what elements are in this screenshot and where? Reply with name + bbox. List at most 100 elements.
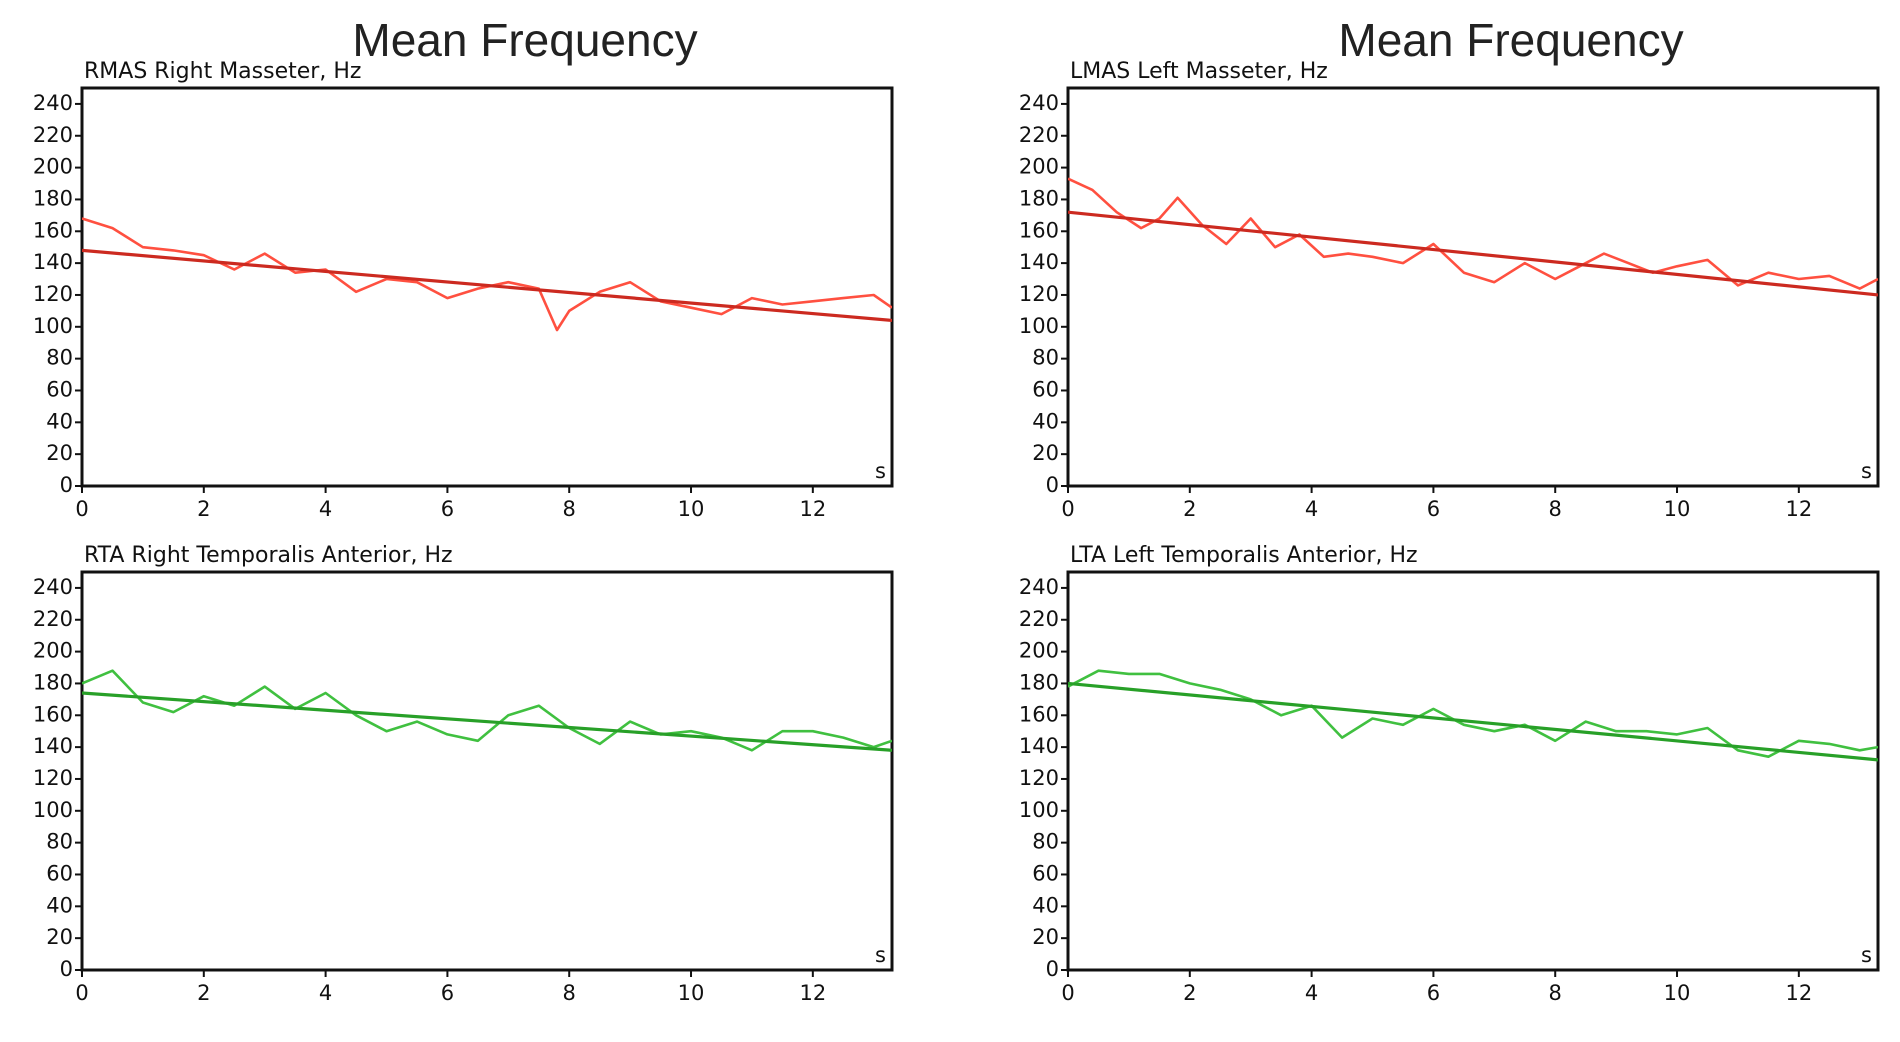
chart-3-y-tick-label: 0: [1046, 957, 1059, 981]
chart-2-trend-line: [82, 691, 892, 752]
chart-1-y-tick-label: 240: [1019, 91, 1059, 115]
chart-0-y-tick-label: 180: [33, 186, 73, 210]
chart-0-trend-line: [82, 248, 892, 323]
chart-3-y-tick-label: 160: [1019, 702, 1059, 726]
chart-2-y-tick-label: 40: [46, 893, 73, 917]
chart-3-y-tick-label: 100: [1019, 798, 1059, 822]
chart-0-y-tick-label: 20: [46, 441, 73, 465]
chart-3-y-tick-label: 20: [1032, 925, 1059, 949]
chart-0-x-tick-label: 0: [75, 497, 88, 521]
chart-3-x-tick-label: 12: [1785, 981, 1812, 1005]
chart-0-x-tick-label: 4: [319, 497, 332, 521]
chart-1-plot-area: [1066, 86, 1880, 488]
chart-3-plot-area: [1066, 570, 1880, 972]
chart-1-x-tick-label: 4: [1305, 497, 1318, 521]
chart-3-y-tick-label: 220: [1019, 607, 1059, 631]
chart-3-x-tick-label: 10: [1664, 981, 1691, 1005]
chart-2-y-tick-label: 0: [60, 957, 73, 981]
chart-3-y-tick-label: 240: [1019, 575, 1059, 599]
chart-2-y-tick-label: 20: [46, 925, 73, 949]
chart-1-x-tick-label: 2: [1183, 497, 1196, 521]
chart-1-x-tick-label: 12: [1785, 497, 1812, 521]
panel-left-masseter: Mean Frequency LMAS Left Masseter, Hz 0 20 4…: [1019, 14, 1880, 521]
chart-0-y-tick-label: 160: [33, 218, 73, 242]
chart-2-y-tick-label: 220: [33, 607, 73, 631]
chart-3-y-tick-label: 40: [1032, 893, 1059, 917]
chart-1-y-tick-label: 0: [1046, 473, 1059, 497]
chart-2-x-tick-label: 6: [441, 981, 454, 1005]
chart-0-y-tick-label: 240: [33, 91, 73, 115]
chart-1-x-unit: s: [1861, 459, 1872, 483]
chart-3-y-tick-label: 80: [1032, 830, 1059, 854]
chart-2-x-tick-label: 2: [197, 981, 210, 1005]
chart-3-x-tick-label: 0: [1061, 981, 1074, 1005]
chart-2-x-unit: s: [875, 943, 886, 967]
chart-0-y-tick-label: 60: [46, 377, 73, 401]
chart-1-y-tick-label: 60: [1032, 377, 1059, 401]
chart-1-y-tick-label: 200: [1019, 155, 1059, 179]
chart-2-y-tick-label: 80: [46, 830, 73, 854]
chart-0-series-line: [82, 217, 892, 332]
chart-1-trend-line: [1068, 210, 1878, 297]
chart-3-y-tick-label: 140: [1019, 734, 1059, 758]
panel-right-temporalis-anterior: RTA Right Temporalis Anterior, Hz0204060…: [33, 543, 894, 1005]
chart-1-column-title: Mean Frequency: [1338, 14, 1683, 66]
chart-2-y-tick-label: 120: [33, 766, 73, 790]
chart-1-y-tick-label: 180: [1019, 186, 1059, 210]
chart-0-x-unit: s: [875, 459, 886, 483]
chart-0-x-tick-label: 2: [197, 497, 210, 521]
chart-2-y-tick-label: 160: [33, 702, 73, 726]
chart-2-x-tick-label: 10: [678, 981, 705, 1005]
chart-1-x-tick-label: 6: [1427, 497, 1440, 521]
chart-2-y-tick-label: 200: [33, 639, 73, 663]
chart-0-column-title: Mean Frequency: [352, 14, 697, 66]
chart-3-y-tick-label: 200: [1019, 639, 1059, 663]
chart-0-x-tick-label: 8: [563, 497, 576, 521]
chart-0-y-tick-label: 220: [33, 123, 73, 147]
chart-2-y-tick-label: 240: [33, 575, 73, 599]
chart-1-y-tick-label: 120: [1019, 282, 1059, 306]
panel-left-temporalis-anterior: LTA Left Temporalis Anterior, Hz02040608…: [1019, 543, 1880, 1005]
chart-3-x-tick-label: 2: [1183, 981, 1196, 1005]
chart-2-x-tick-label: 12: [799, 981, 826, 1005]
chart-2-plot-area: [80, 570, 894, 972]
chart-1-y-tick-label: 20: [1032, 441, 1059, 465]
chart-0-y-tick-label: 120: [33, 282, 73, 306]
chart-1-x-tick-label: 10: [1664, 497, 1691, 521]
chart-0-y-tick-label: 40: [46, 409, 73, 433]
chart-1-x-tick-label: 8: [1549, 497, 1562, 521]
chart-3-x-tick-label: 4: [1305, 981, 1318, 1005]
chart-3-y-tick-label: 120: [1019, 766, 1059, 790]
chart-3-trend-line: [1068, 681, 1878, 762]
chart-1-y-tick-label: 160: [1019, 218, 1059, 242]
chart-2-y-tick-label: 140: [33, 734, 73, 758]
chart-3-x-tick-label: 6: [1427, 981, 1440, 1005]
chart-0-y-tick-label: 0: [60, 473, 73, 497]
chart-2-title: RTA Right Temporalis Anterior, Hz: [84, 543, 453, 568]
chart-0-y-tick-label: 140: [33, 250, 73, 274]
chart-1-y-tick-label: 100: [1019, 314, 1059, 338]
chart-1-y-tick-label: 220: [1019, 123, 1059, 147]
chart-3-y-tick-label: 180: [1019, 670, 1059, 694]
chart-3-series-line: [1068, 669, 1878, 759]
chart-1-y-tick-label: 140: [1019, 250, 1059, 274]
chart-0-y-tick-label: 100: [33, 314, 73, 338]
chart-2-y-tick-label: 60: [46, 861, 73, 885]
chart-2-x-tick-label: 0: [75, 981, 88, 1005]
chart-3-title: LTA Left Temporalis Anterior, Hz: [1070, 543, 1418, 568]
chart-1-y-tick-label: 80: [1032, 346, 1059, 370]
chart-3-x-tick-label: 8: [1549, 981, 1562, 1005]
chart-1-title: LMAS Left Masseter, Hz: [1070, 59, 1328, 84]
chart-0-title: RMAS Right Masseter, Hz: [84, 59, 361, 84]
chart-2-y-tick-label: 100: [33, 798, 73, 822]
chart-2-x-tick-label: 8: [563, 981, 576, 1005]
chart-0-x-tick-label: 6: [441, 497, 454, 521]
chart-3-x-unit: s: [1861, 943, 1872, 967]
chart-2-y-tick-label: 180: [33, 670, 73, 694]
chart-0-x-tick-label: 10: [678, 497, 705, 521]
chart-0-y-tick-label: 80: [46, 346, 73, 370]
chart-3-y-tick-label: 60: [1032, 861, 1059, 885]
chart-2-x-tick-label: 4: [319, 981, 332, 1005]
